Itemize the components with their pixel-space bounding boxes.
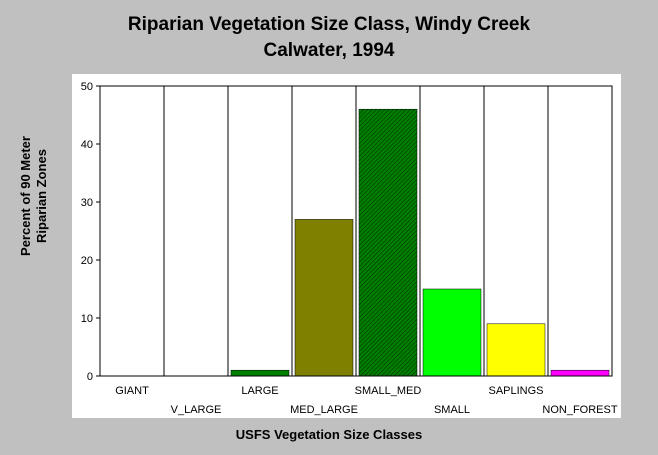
x-tick-label: SMALL [434, 404, 470, 416]
bar-saplings [486, 323, 546, 377]
x-tick-label: SMALL_MED [355, 385, 422, 397]
bar-chart: 0 10 20 30 40 50 GIANT V_LARGE LARGE MED_LARGE SM… [81, 81, 618, 416]
y-axis-label-line-1: Percent of 90 Meter [18, 136, 33, 256]
y-tick-label: 40 [81, 139, 93, 151]
x-tick-label: GIANT [115, 385, 149, 397]
y-tick-label: 50 [81, 81, 93, 93]
y-tick-label: 10 [81, 313, 93, 325]
x-tick-label: NON_FOREST [542, 404, 617, 416]
y-tick-label: 0 [87, 371, 93, 383]
plot-frame [99, 85, 613, 377]
bar-small-med [358, 108, 418, 377]
x-tick-label: MED_LARGE [290, 404, 358, 416]
bar-non-forest [550, 369, 610, 377]
x-tick-label: SAPLINGS [488, 385, 543, 397]
x-tick-label: LARGE [241, 385, 278, 397]
y-axis-label: Percent of 90 Meter Riparian Zones [18, 136, 50, 256]
x-tick-label: V_LARGE [171, 404, 222, 416]
x-axis-label: USFS Vegetation Size Classes [235, 427, 423, 442]
plot-panel: 0 10 20 30 40 50 GIANT V_LARGE LARGE MED_LARGE SM… [72, 74, 621, 418]
bar-large [230, 369, 290, 377]
y-tick-label: 30 [81, 197, 93, 209]
y-axis-label-line-2: Riparian Zones [34, 149, 49, 243]
chart-title-line-2: Calwater, 1994 [263, 40, 395, 61]
bar-small [422, 288, 482, 377]
chart-title-line-1: Riparian Vegetation Size Class, Windy Cr… [127, 14, 531, 35]
bar-med-large [294, 219, 354, 377]
y-tick-label: 20 [81, 255, 93, 267]
